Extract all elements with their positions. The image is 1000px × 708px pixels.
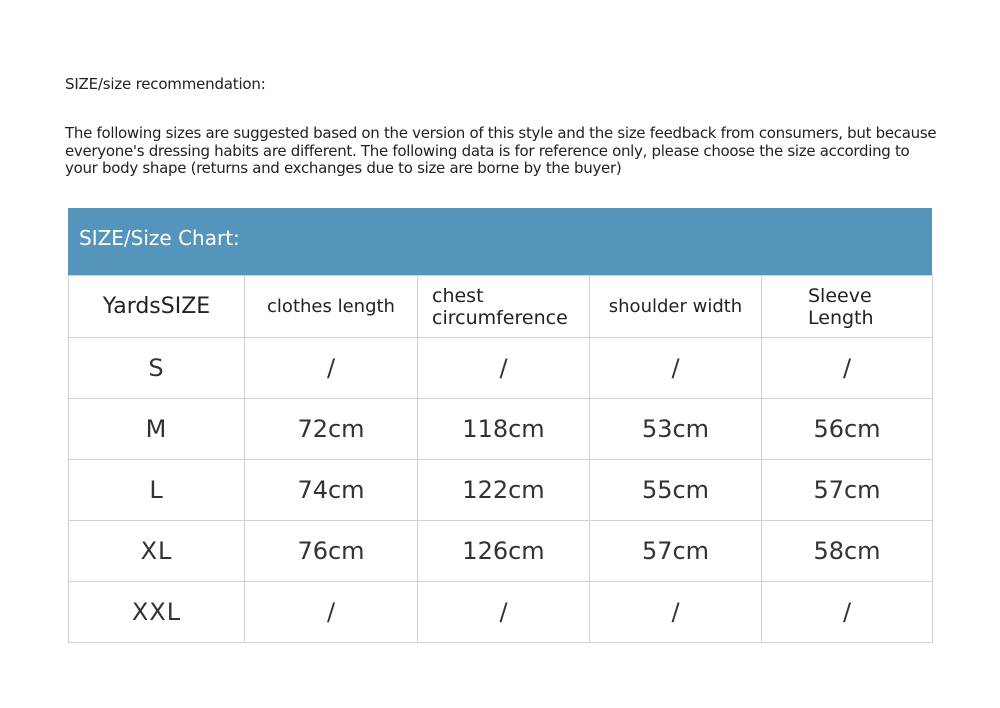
header-shoulder: shoulder width	[589, 275, 762, 338]
measurement-cell: 53cm	[589, 398, 762, 460]
measurement-cell: 126cm	[417, 520, 590, 582]
measurement-cell: /	[589, 337, 762, 399]
measurement-cell: /	[589, 581, 762, 643]
measurement-cell: /	[761, 581, 933, 643]
size-label: XL	[68, 520, 245, 582]
size-table: YardsSIZE clothes length chest circumfer…	[68, 275, 933, 643]
table-row: L 74cm 122cm 55cm 57cm	[68, 459, 933, 521]
header-sleeve: Sleeve Length	[761, 275, 933, 338]
size-label: S	[68, 337, 245, 399]
size-chart-title: SIZE/Size Chart:	[68, 208, 932, 275]
measurement-cell: /	[417, 581, 590, 643]
measurement-cell: 56cm	[761, 398, 933, 460]
table-row: S / / / /	[68, 337, 933, 399]
measurement-cell: /	[417, 337, 590, 399]
measurement-cell: 57cm	[589, 520, 762, 582]
measurement-cell: 58cm	[761, 520, 933, 582]
measurement-cell: 57cm	[761, 459, 933, 521]
measurement-cell: 76cm	[244, 520, 418, 582]
page-title: SIZE/size recommendation:	[65, 75, 266, 93]
measurement-cell: /	[761, 337, 933, 399]
measurement-cell: 118cm	[417, 398, 590, 460]
size-label: M	[68, 398, 245, 460]
measurement-cell: /	[244, 581, 418, 643]
size-label: XXL	[68, 581, 245, 643]
measurement-cell: /	[244, 337, 418, 399]
size-label: L	[68, 459, 245, 521]
header-size: YardsSIZE	[68, 275, 245, 338]
table-row: M 72cm 118cm 53cm 56cm	[68, 398, 933, 460]
measurement-cell: 55cm	[589, 459, 762, 521]
table-header-row: YardsSIZE clothes length chest circumfer…	[68, 275, 933, 338]
measurement-cell: 72cm	[244, 398, 418, 460]
measurement-cell: 74cm	[244, 459, 418, 521]
table-row: XXL / / / /	[68, 581, 933, 643]
size-description: The following sizes are suggested based …	[65, 124, 937, 177]
header-chest: chest circumference	[417, 275, 590, 338]
table-row: XL 76cm 126cm 57cm 58cm	[68, 520, 933, 582]
header-clothes-length: clothes length	[244, 275, 418, 338]
measurement-cell: 122cm	[417, 459, 590, 521]
